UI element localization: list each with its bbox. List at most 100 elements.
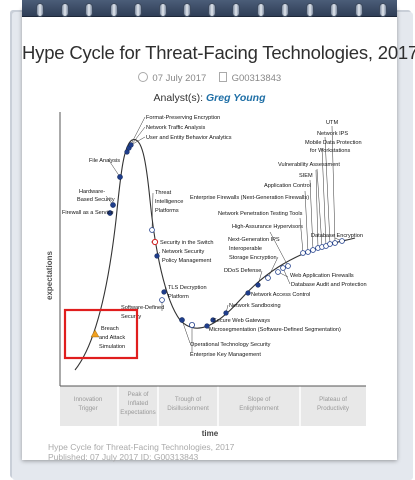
phase-4-line1: Slope of — [248, 396, 271, 403]
label-ngips-1: Next-Generation IPS — [228, 237, 280, 243]
marker-bas-triangle — [90, 329, 100, 338]
clock-icon — [137, 72, 148, 82]
marker-hw-security — [110, 202, 116, 208]
marker-security-switch — [151, 238, 159, 246]
marker-utm — [332, 240, 338, 246]
label-hw-security-1: Hardware- — [79, 189, 105, 195]
analyst-line: Analyst(s): Greg Young — [22, 92, 397, 104]
label-utm: UTM — [326, 120, 338, 126]
binder-ring — [232, 3, 240, 17]
label-threat-intel-1: Threat — [155, 190, 172, 196]
label-network-ips: Network IPS — [317, 131, 348, 137]
analyst-name[interactable]: Greg Young — [206, 92, 266, 104]
phase-band — [60, 386, 366, 426]
marker-app-control — [310, 247, 316, 253]
phase-1-line1: Innovation — [74, 396, 103, 403]
x-axis-label: time — [202, 429, 219, 438]
binder-ring — [354, 3, 363, 17]
marker-nac — [245, 290, 251, 296]
marker-tls — [161, 289, 167, 295]
marker-dap — [280, 265, 286, 271]
marker-enterprise-fw — [305, 249, 311, 255]
label-siem: SIEM — [299, 173, 313, 179]
marker-ngips — [265, 275, 271, 281]
label-tls-1: TLS Decryption — [168, 285, 207, 291]
label-threat-intel-2: Intelligence — [155, 199, 183, 205]
phase-4-line2: Enlightenment — [239, 405, 279, 412]
label-enterprise-fw: Enterprise Firewalls (Next-Generation Fi… — [190, 195, 309, 201]
phase-2-line2: Inflated — [128, 400, 149, 407]
analyst-label: Analyst(s): — [153, 92, 204, 104]
label-dap: Database Audit and Protection — [291, 282, 367, 288]
label-swg: Secure Web Gateways — [213, 318, 270, 324]
binder-ring — [183, 3, 191, 17]
label-pen-test: Network Penetration Testing Tools — [218, 211, 303, 217]
binder-ring — [85, 3, 93, 17]
binder-ring — [158, 3, 167, 17]
binder-ring — [109, 3, 118, 17]
technology-markers — [107, 142, 345, 329]
label-ngips-3: Storage Encryption — [229, 255, 277, 261]
label-bas-3: Simulation — [99, 344, 125, 350]
marker-file-analysis — [117, 174, 123, 180]
label-sds-1: Software-Defined — [121, 305, 164, 311]
label-network-traffic: Network Traffic Analysis — [146, 125, 205, 131]
marker-waf — [275, 269, 281, 275]
label-nspm-1: Network Security — [162, 249, 204, 255]
document-meta: 07 July 2017 G00313843 — [22, 72, 397, 84]
label-format-preserving: Format-Preserving Encryption — [146, 115, 220, 121]
marker-ha-hypervisors — [285, 263, 291, 269]
label-vuln-assess: Vulnerability Assessment — [278, 162, 340, 168]
marker-ot-security — [179, 317, 185, 323]
phase-3-line1: Trough of — [175, 396, 202, 403]
label-bas-2: and Attack — [99, 335, 125, 341]
document-id: G00313843 — [231, 73, 282, 84]
label-tls-2: Platform — [168, 294, 189, 300]
marker-db-encryption — [339, 238, 345, 244]
label-hw-security-2: Based Security — [77, 197, 115, 203]
marker-microseg — [204, 323, 210, 329]
label-threat-intel-3: Platforms — [155, 208, 179, 214]
phase-5-line1: Plateau of — [319, 396, 347, 403]
phase-2-line1: Peak of — [128, 391, 149, 398]
marker-ddos — [255, 282, 261, 288]
label-mobile-dp-2: for Workstations — [310, 148, 351, 154]
binder-ring — [36, 3, 44, 17]
marker-firewall-service — [107, 210, 113, 216]
label-sds-2: Security — [121, 314, 141, 320]
label-firewall-service: Firewall as a Service — [62, 210, 114, 216]
marker-nspm — [154, 253, 160, 259]
label-file-analysis: File Analysis — [89, 158, 120, 164]
label-app-control: Application Control — [264, 183, 311, 189]
phase-5-line2: Productivity — [317, 405, 350, 412]
label-ot-security: Operational Technology Security — [190, 342, 271, 348]
label-microseg: Microsegmentation (Software-Defined Segm… — [209, 327, 341, 333]
document-icon — [218, 72, 227, 82]
binder-ring — [207, 3, 216, 17]
publish-date: 07 July 2017 — [152, 73, 207, 84]
document-page — [22, 8, 397, 460]
label-ddos: DDoS Defense — [224, 268, 261, 274]
phase-2-line3: Expectations — [120, 409, 155, 416]
label-waf: Web Application Firewalls — [290, 273, 354, 279]
phase-3-line2: Disillusionment — [167, 405, 209, 412]
highlight-box — [63, 308, 139, 360]
binder-ring — [379, 3, 387, 17]
binder-ring — [256, 3, 265, 17]
binder-ring — [330, 3, 338, 17]
marker-swg — [210, 317, 216, 323]
binder-ring — [281, 3, 289, 17]
label-security-switch: Security in the Switch — [160, 240, 213, 246]
footer-line-2: Published: 07 July 2017 ID: G00313843 — [48, 452, 199, 462]
label-sandboxing: Network Sandboxing — [229, 303, 281, 309]
binder-ring — [305, 3, 314, 17]
binder-ring — [60, 3, 69, 17]
marker-threat-intel — [149, 227, 155, 233]
label-mobile-dp-1: Mobile Data Protection — [305, 140, 362, 146]
label-nac: Network Access Control — [251, 292, 310, 298]
label-ngips-2: Interoperable — [229, 246, 262, 252]
label-ha-hypervisors: High-Assurance Hypervisors — [232, 224, 303, 230]
label-db-encryption: Database Encryption — [311, 233, 363, 239]
marker-sandboxing — [223, 310, 229, 316]
